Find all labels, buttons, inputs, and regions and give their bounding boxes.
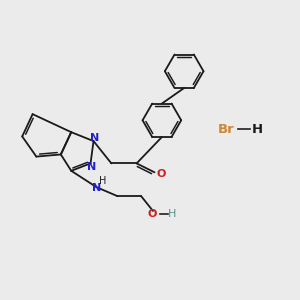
Text: H: H: [251, 123, 262, 136]
Text: N: N: [92, 183, 101, 193]
Text: N: N: [87, 162, 96, 172]
Text: N: N: [90, 133, 99, 142]
Text: O: O: [157, 169, 166, 179]
Text: Br: Br: [218, 123, 234, 136]
Text: H: H: [168, 209, 176, 220]
Text: O: O: [147, 209, 157, 220]
Text: H: H: [99, 176, 107, 186]
